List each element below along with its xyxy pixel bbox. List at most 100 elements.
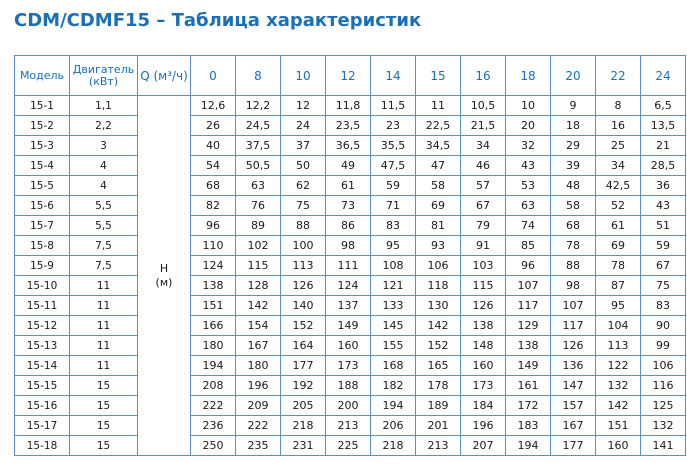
head-value-cell: 167 xyxy=(550,415,596,436)
head-value-cell: 37,5 xyxy=(235,135,281,156)
head-value-cell: 22,5 xyxy=(415,115,461,136)
head-value-cell: 104 xyxy=(595,315,641,336)
table-row: 15-8 7,5 110 102 100 98 95 93 91 85 78 69 59 xyxy=(14,235,686,256)
head-value-cell: 177 xyxy=(280,355,326,376)
head-value-cell: 200 xyxy=(325,395,371,416)
head-value-cell: 96 xyxy=(505,255,551,276)
head-value-cell: 74 xyxy=(505,215,551,236)
head-value-cell: 28,5 xyxy=(640,155,686,176)
head-value-cell: 107 xyxy=(550,295,596,316)
head-value-cell: 145 xyxy=(370,315,416,336)
head-value-cell: 209 xyxy=(235,395,281,416)
head-value-cell: 82 xyxy=(190,195,236,216)
head-value-cell: 26 xyxy=(190,115,236,136)
model-cell: 15-8 xyxy=(14,235,70,256)
model-cell: 15-11 xyxy=(14,295,70,316)
head-value-cell: 225 xyxy=(325,435,371,456)
head-value-cell: 141 xyxy=(640,435,686,456)
head-value-cell: 61 xyxy=(595,215,641,236)
head-value-cell: 99 xyxy=(640,335,686,356)
head-value-cell: 124 xyxy=(325,275,371,296)
header-flow-8: 8 xyxy=(235,55,281,96)
head-value-cell: 32 xyxy=(505,135,551,156)
head-value-cell: 85 xyxy=(505,235,551,256)
head-value-cell: 71 xyxy=(370,195,416,216)
head-value-cell: 147 xyxy=(550,375,596,396)
head-value-cell: 86 xyxy=(325,215,371,236)
model-cell: 15-7 xyxy=(14,215,70,236)
head-value-cell: 75 xyxy=(640,275,686,296)
head-value-cell: 122 xyxy=(595,355,641,376)
head-value-cell: 149 xyxy=(325,315,371,336)
header-motor-line2: (кВт) xyxy=(88,74,119,88)
table-row: 15-1 1,1 H (м) 12,6 12,2 12 11,8 11,5 11 10,5 10 9 8 6… xyxy=(14,95,686,456)
head-value-cell: 194 xyxy=(370,395,416,416)
head-value-cell: 138 xyxy=(460,315,506,336)
head-value-cell: 51 xyxy=(640,215,686,236)
model-cell: 15-1 xyxy=(14,95,70,116)
head-value-cell: 188 xyxy=(325,375,371,396)
head-value-cell: 43 xyxy=(505,155,551,176)
motor-power-cell: 2,2 xyxy=(69,115,138,136)
head-value-cell: 78 xyxy=(595,255,641,276)
head-value-cell: 138 xyxy=(190,275,236,296)
head-value-cell: 126 xyxy=(280,275,326,296)
model-cell: 15-17 xyxy=(14,415,70,436)
header-flow-10: 10 xyxy=(280,55,326,96)
motor-power-cell: 11 xyxy=(69,355,138,376)
header-flow-20: 20 xyxy=(550,55,596,96)
head-value-cell: 167 xyxy=(235,335,281,356)
head-value-cell: 59 xyxy=(640,235,686,256)
head-value-cell: 25 xyxy=(595,135,641,156)
head-value-cell: 113 xyxy=(280,255,326,276)
head-value-cell: 182 xyxy=(370,375,416,396)
motor-power-cell: 4 xyxy=(69,155,138,176)
head-value-cell: 129 xyxy=(505,315,551,336)
head-value-cell: 110 xyxy=(190,235,236,256)
head-value-cell: 10,5 xyxy=(460,95,506,116)
head-value-cell: 9 xyxy=(550,95,596,116)
head-value-cell: 18 xyxy=(550,115,596,136)
head-value-cell: 155 xyxy=(370,335,416,356)
motor-power-cell: 1,1 xyxy=(69,95,138,116)
head-value-cell: 124 xyxy=(190,255,236,276)
head-value-cell: 8 xyxy=(595,95,641,116)
table-row: 15-14 11 194 180 177 173 168 165 160 149 136 122 106 xyxy=(14,355,686,376)
table-row: 15-9 7,5 124 115 113 111 108 106 103 96 88 78 67 xyxy=(14,255,686,276)
page-title: CDM/CDMF15 – Таблица характеристик xyxy=(14,10,422,31)
head-value-cell: 208 xyxy=(190,375,236,396)
table-row: 15-18 15 250 235 231 225 218 213 207 194 177 160 141 xyxy=(14,435,686,456)
head-value-cell: 34 xyxy=(460,135,506,156)
head-value-cell: 132 xyxy=(640,415,686,436)
head-value-cell: 54 xyxy=(190,155,236,176)
head-value-cell: 59 xyxy=(370,175,416,196)
head-value-cell: 111 xyxy=(325,255,371,276)
head-value-cell: 52 xyxy=(595,195,641,216)
head-value-cell: 168 xyxy=(370,355,416,376)
table-row: 15-2 2,2 26 24,5 24 23,5 23 22,5 21,5 20 18 16 13,5 xyxy=(14,115,686,136)
head-value-cell: 118 xyxy=(415,275,461,296)
head-value-cell: 73 xyxy=(325,195,371,216)
motor-power-cell: 15 xyxy=(69,375,138,396)
head-label-line2: (м) xyxy=(155,275,173,289)
head-value-cell: 126 xyxy=(550,335,596,356)
head-value-cell: 107 xyxy=(505,275,551,296)
head-value-cell: 138 xyxy=(505,335,551,356)
head-value-cell: 90 xyxy=(640,315,686,336)
head-value-cell: 250 xyxy=(190,435,236,456)
head-value-cell: 62 xyxy=(280,175,326,196)
motor-power-cell: 11 xyxy=(69,315,138,336)
head-value-cell: 21 xyxy=(640,135,686,156)
head-value-cell: 39 xyxy=(550,155,596,176)
motor-power-cell: 4 xyxy=(69,175,138,196)
motor-power-cell: 5,5 xyxy=(69,195,138,216)
motor-power-cell: 7,5 xyxy=(69,255,138,276)
head-value-cell: 57 xyxy=(460,175,506,196)
head-value-cell: 46 xyxy=(460,155,506,176)
head-value-cell: 98 xyxy=(550,275,596,296)
motor-power-cell: 7,5 xyxy=(69,235,138,256)
head-value-cell: 83 xyxy=(640,295,686,316)
header-row: Модель Двигатель (кВт) Q (м³/ч) 0 8 10 1… xyxy=(14,55,686,96)
head-value-cell: 88 xyxy=(550,255,596,276)
head-value-cell: 151 xyxy=(190,295,236,316)
